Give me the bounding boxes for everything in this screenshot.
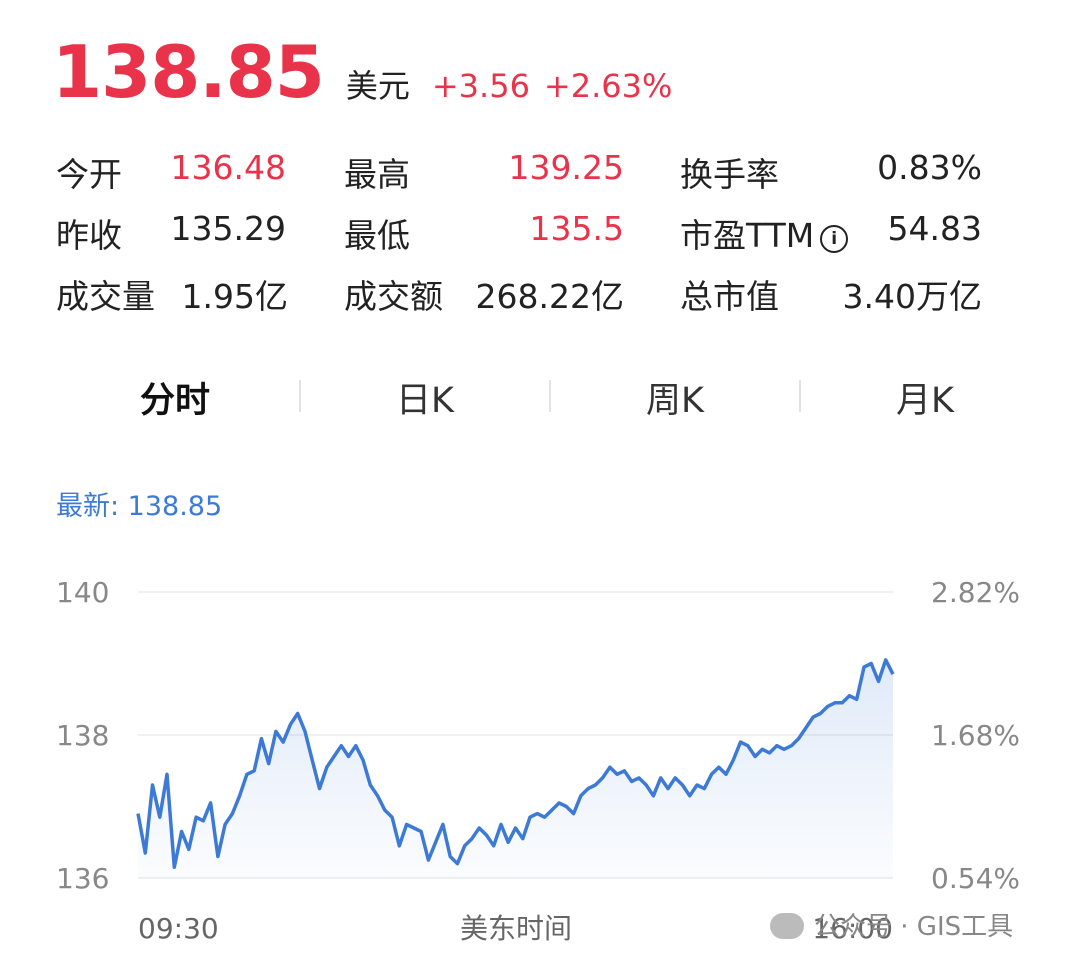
current-price: 138.85 — [52, 30, 325, 114]
y-tick-label: 138 — [56, 719, 109, 752]
price-change: +3.56 — [431, 67, 530, 105]
stat-label-amount: 成交额 — [344, 277, 443, 316]
x-tick-label-start: 09:30 — [138, 912, 219, 945]
stat-label-volume: 成交量 — [56, 277, 155, 316]
x-axis-label: 美东时间 — [460, 912, 572, 945]
stat-value-market-cap: 3.40万亿 — [842, 277, 982, 316]
latest-price-label: 最新: 138.85 — [56, 491, 223, 522]
watermark: 公众号 · GIS工具 — [770, 906, 1013, 943]
y-tick-label-right: 0.54% — [931, 862, 1020, 895]
tab-weekly-k[interactable]: 周K — [646, 381, 704, 421]
stat-label-prev-close: 昨收 — [56, 216, 122, 255]
stat-value-open: 136.48 — [170, 148, 286, 187]
currency-label: 美元 — [345, 67, 410, 105]
x-tick-label-end: 16:00 — [812, 912, 893, 945]
stat-label-pe-text: 市盈TTM — [680, 216, 815, 255]
tab-monthly-k[interactable]: 月K — [896, 381, 954, 421]
stat-label-market-cap: 总市值 — [680, 277, 779, 316]
stat-label-open: 今开 — [56, 155, 122, 194]
chart-period-tabs: 分时 日K 周K 月K — [50, 366, 1050, 436]
price-line — [136, 658, 895, 870]
stat-value-amount: 268.22亿 — [475, 277, 624, 316]
stat-label-low: 最低 — [344, 216, 410, 255]
tab-divider — [549, 380, 551, 412]
stat-label-pe: 市盈TTM i — [680, 209, 849, 257]
stat-value-volume: 1.95亿 — [181, 277, 288, 316]
y-tick-label: 136 — [56, 862, 109, 895]
y-tick-label: 140 — [56, 576, 109, 609]
tab-daily-k[interactable]: 日K — [396, 381, 454, 421]
stat-value-prev-close: 135.29 — [170, 209, 286, 248]
y-tick-label-right: 1.68% — [931, 719, 1020, 752]
intraday-chart[interactable]: 140 2.82% 138 1.68% 136 0.54% 09:30 16:00 美东时间 — [0, 540, 1080, 968]
stats-row: 昨收 135.29 最低 135.5 市盈TTM i 54.83 — [56, 201, 986, 262]
wechat-icon — [770, 913, 804, 939]
watermark-text: 公众号 · GIS工具 — [814, 912, 1014, 942]
stat-value-low: 135.5 — [529, 209, 624, 248]
price-change-percent: +2.63% — [543, 67, 673, 105]
stats-row: 今开 136.48 最高 139.25 换手率 0.83% — [56, 140, 986, 201]
quote-header: 138.85 美元 +3.56 +2.63% — [52, 30, 672, 114]
tab-divider — [799, 380, 801, 412]
tab-intraday[interactable]: 分时 — [139, 381, 210, 421]
stat-label-high: 最高 — [344, 155, 410, 194]
stat-label-turnover: 换手率 — [680, 155, 779, 194]
stat-value-turnover: 0.83% — [877, 148, 982, 187]
info-icon[interactable]: i — [820, 225, 849, 253]
stat-value-pe: 54.83 — [887, 209, 982, 248]
tab-divider — [299, 380, 301, 412]
stat-value-high: 139.25 — [508, 148, 624, 187]
stats-row: 成交量 1.95亿 成交额 268.22亿 总市值 3.40万亿 — [56, 262, 986, 323]
price-area-fill — [138, 659, 893, 878]
y-tick-label-right: 2.82% — [931, 576, 1020, 609]
stats-grid: 今开 136.48 最高 139.25 换手率 0.83% 昨收 135.29 … — [56, 140, 986, 323]
